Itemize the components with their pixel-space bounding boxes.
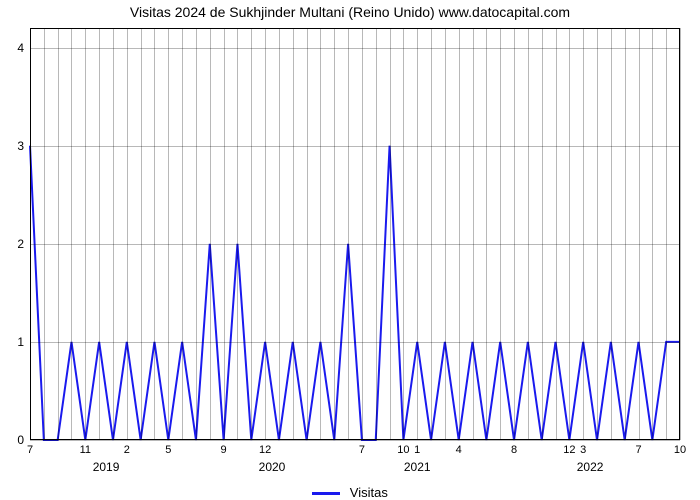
gridline-v [237,28,238,440]
x-tick-major: 2019 [93,440,120,474]
gridline-v [224,28,225,440]
x-tick-minor: 12 [563,440,575,456]
gridline-v [44,28,45,440]
x-tick-major: 2021 [404,440,431,474]
gridline-v [445,28,446,440]
gridline-v [334,28,335,440]
x-tick-minor: 8 [511,440,517,456]
x-tick-minor: 4 [456,440,462,456]
gridline-v [542,28,543,440]
gridline-v [486,28,487,440]
x-tick-minor: 5 [165,440,171,456]
gridline-v [500,28,501,440]
x-tick-minor: 9 [221,440,227,456]
gridline-v [141,28,142,440]
gridline-v [127,28,128,440]
x-tick-minor: 11 [80,440,91,456]
gridline-v [514,28,515,440]
gridline-v [666,28,667,440]
gridline-v [597,28,598,440]
gridline-v [569,28,570,440]
gridline-v [417,28,418,440]
gridline-v [58,28,59,440]
gridline-v [168,28,169,440]
legend-swatch [312,492,340,495]
chart-title: Visitas 2024 de Sukhjinder Multani (Rein… [0,4,700,20]
gridline-v [99,28,100,440]
gridline-v [85,28,86,440]
x-tick-minor: 2 [124,440,130,456]
gridline-v [362,28,363,440]
y-tick-label: 3 [17,139,30,153]
gridline-v [556,28,557,440]
gridline-v [680,28,681,440]
gridline-v [528,28,529,440]
gridline-v [154,28,155,440]
gridline-v [251,28,252,440]
x-tick-minor: 7 [359,440,365,456]
gridline-v [30,28,31,440]
x-tick-major: 2020 [259,440,286,474]
gridline-v [113,28,114,440]
x-tick-minor: 7 [635,440,641,456]
gridline-v [390,28,391,440]
y-tick-label: 1 [17,335,30,349]
gridline-v [307,28,308,440]
gridline-v [625,28,626,440]
gridline-v [583,28,584,440]
gridline-v [265,28,266,440]
gridline-v [348,28,349,440]
visits-chart: Visitas 2024 de Sukhjinder Multani (Rein… [0,0,700,500]
gridline-v [71,28,72,440]
gridline-v [293,28,294,440]
gridline-v [196,28,197,440]
gridline-v [182,28,183,440]
gridline-v [652,28,653,440]
y-tick-label: 4 [17,41,30,55]
gridline-v [431,28,432,440]
gridline-v [210,28,211,440]
gridline-v [459,28,460,440]
gridline-v [473,28,474,440]
gridline-v [279,28,280,440]
gridline-v [639,28,640,440]
x-tick-minor: 10 [674,440,686,456]
gridline-v [376,28,377,440]
legend-label: Visitas [350,485,388,500]
plot-area: 0123471125912710148123710201920202021202… [30,28,680,440]
x-tick-minor: 7 [27,440,33,456]
x-tick-major: 2022 [577,440,604,474]
gridline-v [403,28,404,440]
y-tick-label: 2 [17,237,30,251]
gridline-v [320,28,321,440]
legend: Visitas [0,485,700,500]
gridline-v [611,28,612,440]
